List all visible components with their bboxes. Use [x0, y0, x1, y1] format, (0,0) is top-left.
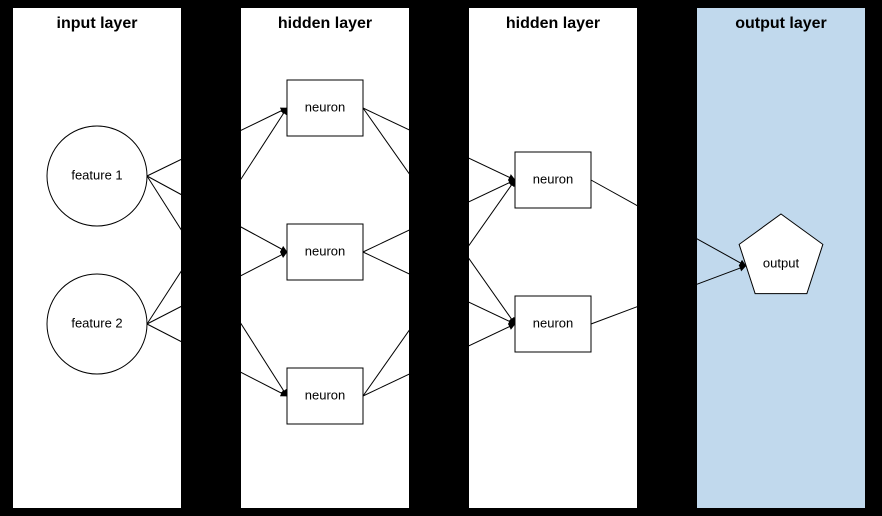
layer-panel-hidden2: hidden layer — [469, 8, 637, 508]
node-h2a: neuron — [515, 152, 591, 208]
layer-panel-input: input layer — [13, 8, 181, 508]
node-label-h1b: neuron — [305, 243, 345, 258]
node-label-f2: feature 2 — [71, 315, 122, 330]
node-h2b: neuron — [515, 296, 591, 352]
layer-title-hidden1: hidden layer — [278, 15, 372, 32]
node-label-h2b: neuron — [533, 315, 573, 330]
layer-title-input: input layer — [57, 15, 138, 32]
neural-network-diagram: input layer hidden layer hidden layer outpu… — [0, 0, 882, 516]
node-label-h2a: neuron — [533, 171, 573, 186]
node-f2: feature 2 — [47, 274, 147, 374]
node-label-h1c: neuron — [305, 387, 345, 402]
edges — [147, 108, 746, 396]
layer-title-output: output layer — [735, 15, 827, 32]
layer-title-hidden2: hidden layer — [506, 15, 600, 32]
node-label-f1: feature 1 — [71, 167, 122, 182]
node-label-out: output — [763, 255, 800, 270]
node-h1a: neuron — [287, 80, 363, 136]
node-h1b: neuron — [287, 224, 363, 280]
node-label-h1a: neuron — [305, 99, 345, 114]
node-f1: feature 1 — [47, 126, 147, 226]
node-h1c: neuron — [287, 368, 363, 424]
